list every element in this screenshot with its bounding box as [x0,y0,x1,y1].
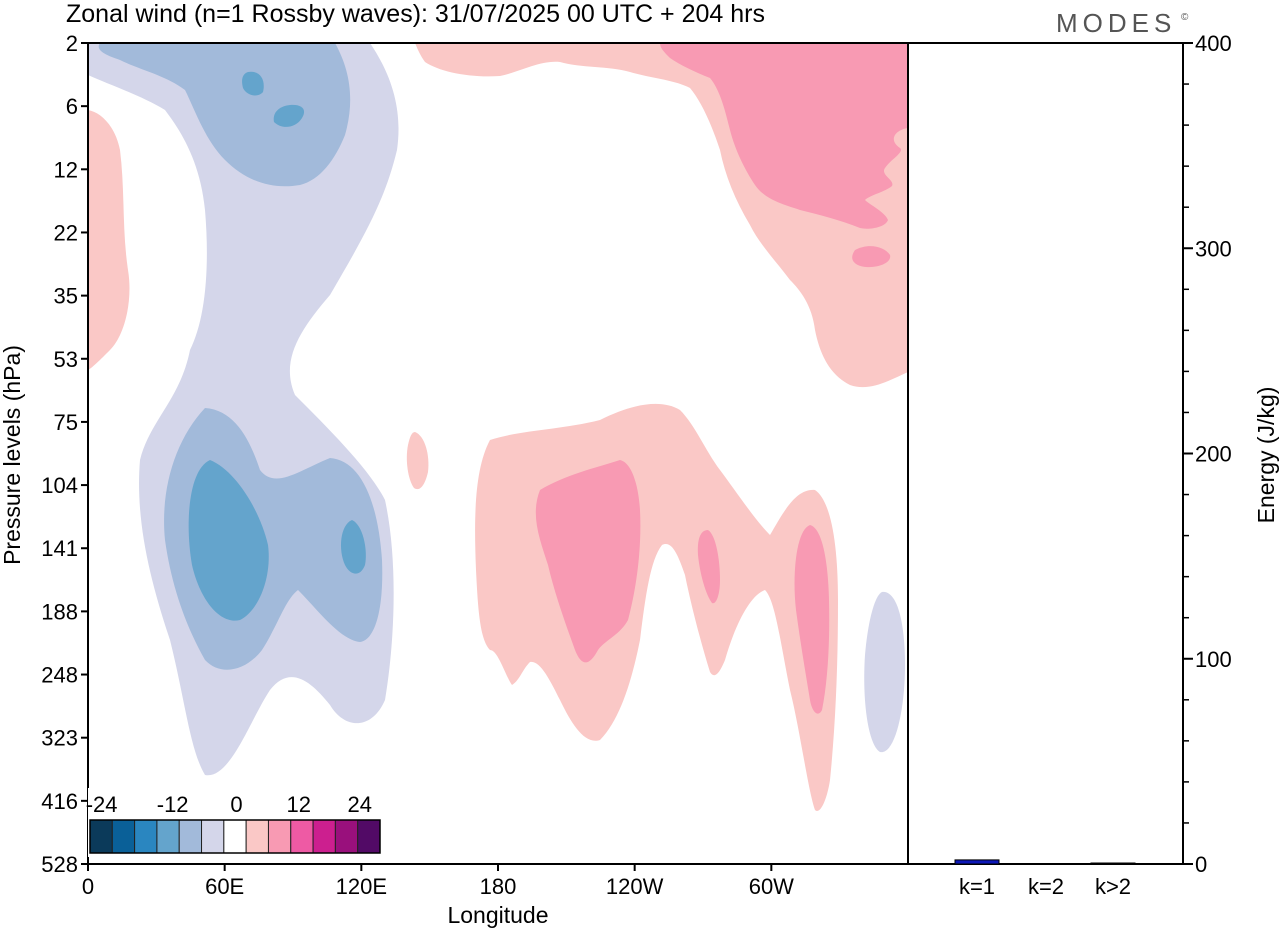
contour-region [242,71,264,96]
contour-region [98,43,351,187]
x-tick-label: 180 [480,874,517,899]
colorbar-swatch [89,819,113,854]
y-tick-label: 35 [54,284,78,309]
x-axis: 0 60E 120E 180 120W 60W [82,864,794,899]
colorbar-swatch [201,819,225,854]
energy-y-tick-label: 400 [1195,31,1232,56]
y-tick-label: 6 [66,94,78,119]
x-tick-label: 60W [749,874,794,899]
brand-logo: MODES © [1056,8,1189,38]
y-tick-label: 141 [41,536,78,561]
colorbar-swatch [290,819,314,854]
y-tick-label: 188 [41,599,78,624]
energy-x-tick-label: k>2 [1095,874,1131,899]
contour-region [697,530,720,604]
x-tick-label: 60E [205,874,244,899]
x-tick-label: 120W [606,874,664,899]
colorbar-label: -12 [157,792,189,817]
colorbar-label: 12 [287,792,311,817]
y-tick-label: 2 [66,31,78,56]
y-tick-label: 416 [41,789,78,814]
colorbar: -24 -12 0 12 24 [86,788,382,857]
contour-region [660,43,908,229]
y-tick-label: 528 [41,852,78,877]
y-tick-label: 323 [41,726,78,751]
x-tick-label: 120E [336,874,387,899]
y-tick-label: 104 [41,473,78,498]
energy-y-tick-label: 0 [1195,852,1207,877]
brand-name: MODES [1056,8,1176,38]
colorbar-swatch [111,819,136,854]
x-tick-label: 0 [82,874,94,899]
colorbar-swatch [156,819,180,854]
y-tick-label: 22 [54,220,78,245]
y-axis-label: Pressure levels (hPa) [0,345,25,565]
energy-y-tick-label: 200 [1195,442,1232,467]
colorbar-swatch [357,819,381,854]
energy-bar-3 [1090,862,1136,865]
colorbar-swatch [223,819,247,854]
contour-region [535,460,641,663]
colorbar-frame [89,819,381,854]
contour-region [794,525,830,714]
colorbar-swatch [267,819,292,854]
contour-region [475,403,838,811]
contour-region [852,246,891,268]
colorbar-swatch [245,819,269,854]
y-tick-label: 12 [54,157,78,182]
heatmap-panel: 0 60E 120E 180 120W 60W 2 6 12 22 35 53 75 104 141 188… [0,31,909,928]
colorbar-label: -24 [86,792,118,817]
x-axis-label: Longitude [447,902,548,928]
y-axis: 2 6 12 22 35 53 75 104 141 188 248 323 416 528 [41,31,88,877]
energy-x-tick-label: k=1 [959,874,995,899]
contour-region [273,104,305,127]
contour-region [88,110,130,370]
contour-region [406,432,429,490]
contour-region [864,591,905,753]
y-tick-label: 53 [54,347,78,372]
colorbar-swatch [312,819,336,854]
colorbar-swatch [134,819,158,854]
y-tick-label: 75 [54,410,78,435]
energy-x-axis: k=1 k=2 k>2 [959,874,1131,899]
colorbar-label: 0 [230,792,242,817]
chart-title: Zonal wind (n=1 Rossby waves): 31/07/202… [66,0,765,28]
colorbar-label: 24 [347,792,371,817]
colorbar-swatch [334,819,359,854]
energy-y-tick-label: 100 [1195,647,1232,672]
energy-y-axis-label: Energy (J/kg) [1253,387,1279,524]
energy-bar-1 [954,859,1000,865]
brand-mark: © [1181,12,1189,23]
energy-y-axis: 0 100 200 300 400 [1183,31,1232,877]
y-tick-label: 248 [41,663,78,688]
energy-frame [907,42,1184,865]
colorbar-swatch [178,819,203,854]
energy-x-tick-label: k=2 [1028,874,1064,899]
contour-region [188,460,269,621]
contour-region [340,520,366,574]
energy-panel: 0 100 200 300 400 k=1 k=2 k>2 Energy (J/kg) [907,31,1279,899]
energy-bars [954,859,1136,865]
energy-y-tick-label: 300 [1195,236,1232,261]
contour-regions [88,43,908,811]
